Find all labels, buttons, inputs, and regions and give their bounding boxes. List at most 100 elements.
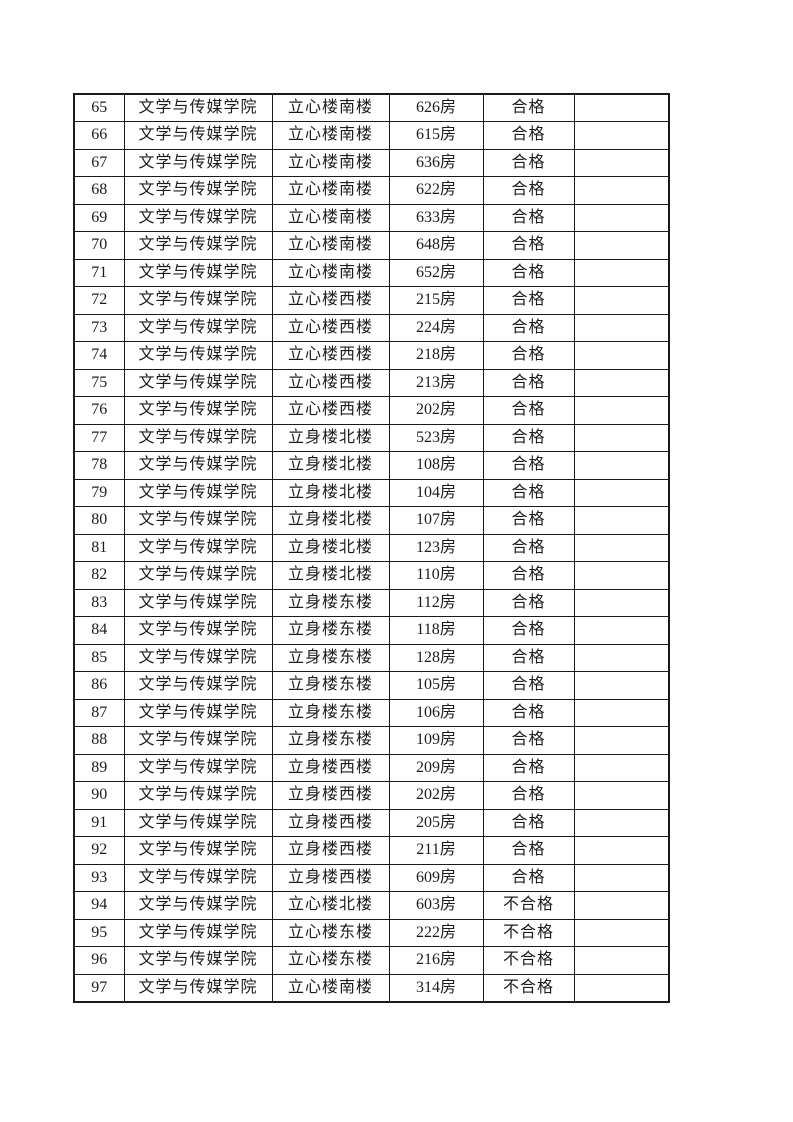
table-row: 67 文学与传媒学院 立心楼南楼 636房 合格: [73, 148, 670, 177]
cell-building: 立心楼西楼: [271, 286, 390, 315]
cell-building: 立身楼东楼: [271, 588, 390, 617]
cell-note: [573, 836, 670, 865]
table-row: 68 文学与传媒学院 立心楼南楼 622房 合格: [73, 176, 670, 205]
cell-note: [573, 973, 670, 1002]
cell-room: 622房: [388, 176, 484, 205]
cell-college: 文学与传媒学院: [123, 863, 273, 892]
cell-building: 立心楼南楼: [271, 93, 390, 122]
cell-building: 立身楼东楼: [271, 643, 390, 672]
cell-building: 立心楼南楼: [271, 258, 390, 287]
cell-row-number: 91: [73, 808, 125, 837]
cell-row-number: 87: [73, 698, 125, 727]
cell-college: 文学与传媒学院: [123, 781, 273, 810]
cell-result: 合格: [482, 561, 575, 590]
cell-result: 合格: [482, 176, 575, 205]
cell-college: 文学与传媒学院: [123, 808, 273, 837]
table-row: 78 文学与传媒学院 立身楼北楼 108房 合格: [73, 451, 670, 480]
cell-result: 合格: [482, 368, 575, 397]
cell-room: 106房: [388, 698, 484, 727]
cell-room: 222房: [388, 918, 484, 947]
cell-result: 合格: [482, 671, 575, 700]
table-row: 79 文学与传媒学院 立身楼北楼 104房 合格: [73, 478, 670, 507]
cell-college: 文学与传媒学院: [123, 148, 273, 177]
cell-room: 615房: [388, 121, 484, 150]
cell-row-number: 97: [73, 973, 125, 1002]
cell-result: 不合格: [482, 918, 575, 947]
cell-room: 609房: [388, 863, 484, 892]
cell-room: 128房: [388, 643, 484, 672]
cell-building: 立心楼南楼: [271, 148, 390, 177]
cell-college: 文学与传媒学院: [123, 313, 273, 342]
cell-room: 107房: [388, 506, 484, 535]
table-row: 77 文学与传媒学院 立身楼北楼 523房 合格: [73, 423, 670, 452]
cell-row-number: 72: [73, 286, 125, 315]
table-row: 66 文学与传媒学院 立心楼南楼 615房 合格: [73, 121, 670, 150]
cell-college: 文学与传媒学院: [123, 506, 273, 535]
table-row: 73 文学与传媒学院 立心楼西楼 224房 合格: [73, 313, 670, 342]
cell-row-number: 92: [73, 836, 125, 865]
cell-result: 不合格: [482, 946, 575, 975]
cell-college: 文学与传媒学院: [123, 698, 273, 727]
cell-result: 不合格: [482, 973, 575, 1002]
cell-college: 文学与传媒学院: [123, 918, 273, 947]
cell-result: 合格: [482, 451, 575, 480]
cell-note: [573, 148, 670, 177]
cell-room: 104房: [388, 478, 484, 507]
table-row: 88 文学与传媒学院 立身楼东楼 109房 合格: [73, 726, 670, 755]
cell-college: 文学与传媒学院: [123, 396, 273, 425]
cell-note: [573, 176, 670, 205]
cell-building: 立心楼西楼: [271, 341, 390, 370]
cell-row-number: 70: [73, 231, 125, 260]
cell-building: 立身楼西楼: [271, 781, 390, 810]
cell-result: 合格: [482, 341, 575, 370]
cell-row-number: 86: [73, 671, 125, 700]
cell-building: 立身楼北楼: [271, 451, 390, 480]
table-row: 86 文学与传媒学院 立身楼东楼 105房 合格: [73, 671, 670, 700]
table-body: 65 文学与传媒学院 立心楼南楼 626房 合格 66 文学与传媒学院 立心楼南…: [73, 93, 670, 1002]
cell-note: [573, 753, 670, 782]
cell-college: 文学与传媒学院: [123, 973, 273, 1002]
cell-note: [573, 478, 670, 507]
cell-result: 合格: [482, 313, 575, 342]
cell-building: 立身楼北楼: [271, 533, 390, 562]
cell-note: [573, 863, 670, 892]
table-row: 87 文学与传媒学院 立身楼东楼 106房 合格: [73, 698, 670, 727]
cell-note: [573, 781, 670, 810]
cell-room: 636房: [388, 148, 484, 177]
cell-college: 文学与传媒学院: [123, 478, 273, 507]
cell-row-number: 74: [73, 341, 125, 370]
cell-building: 立心楼南楼: [271, 203, 390, 232]
cell-result: 合格: [482, 808, 575, 837]
cell-row-number: 95: [73, 918, 125, 947]
cell-college: 文学与传媒学院: [123, 121, 273, 150]
cell-room: 209房: [388, 753, 484, 782]
cell-college: 文学与传媒学院: [123, 836, 273, 865]
cell-room: 218房: [388, 341, 484, 370]
table-row: 71 文学与传媒学院 立心楼南楼 652房 合格: [73, 258, 670, 287]
cell-note: [573, 533, 670, 562]
cell-note: [573, 616, 670, 645]
cell-building: 立身楼北楼: [271, 423, 390, 452]
cell-result: 合格: [482, 506, 575, 535]
cell-row-number: 66: [73, 121, 125, 150]
cell-row-number: 67: [73, 148, 125, 177]
table-row: 89 文学与传媒学院 立身楼西楼 209房 合格: [73, 753, 670, 782]
cell-note: [573, 341, 670, 370]
cell-row-number: 90: [73, 781, 125, 810]
cell-result: 合格: [482, 753, 575, 782]
cell-result: 合格: [482, 396, 575, 425]
cell-result: 合格: [482, 121, 575, 150]
cell-room: 224房: [388, 313, 484, 342]
cell-building: 立心楼西楼: [271, 396, 390, 425]
cell-note: [573, 918, 670, 947]
table-row: 91 文学与传媒学院 立身楼西楼 205房 合格: [73, 808, 670, 837]
table-row: 76 文学与传媒学院 立心楼西楼 202房 合格: [73, 396, 670, 425]
cell-building: 立身楼北楼: [271, 478, 390, 507]
cell-note: [573, 946, 670, 975]
cell-row-number: 79: [73, 478, 125, 507]
cell-room: 648房: [388, 231, 484, 260]
cell-room: 202房: [388, 396, 484, 425]
cell-row-number: 68: [73, 176, 125, 205]
cell-building: 立身楼西楼: [271, 753, 390, 782]
cell-room: 202房: [388, 781, 484, 810]
